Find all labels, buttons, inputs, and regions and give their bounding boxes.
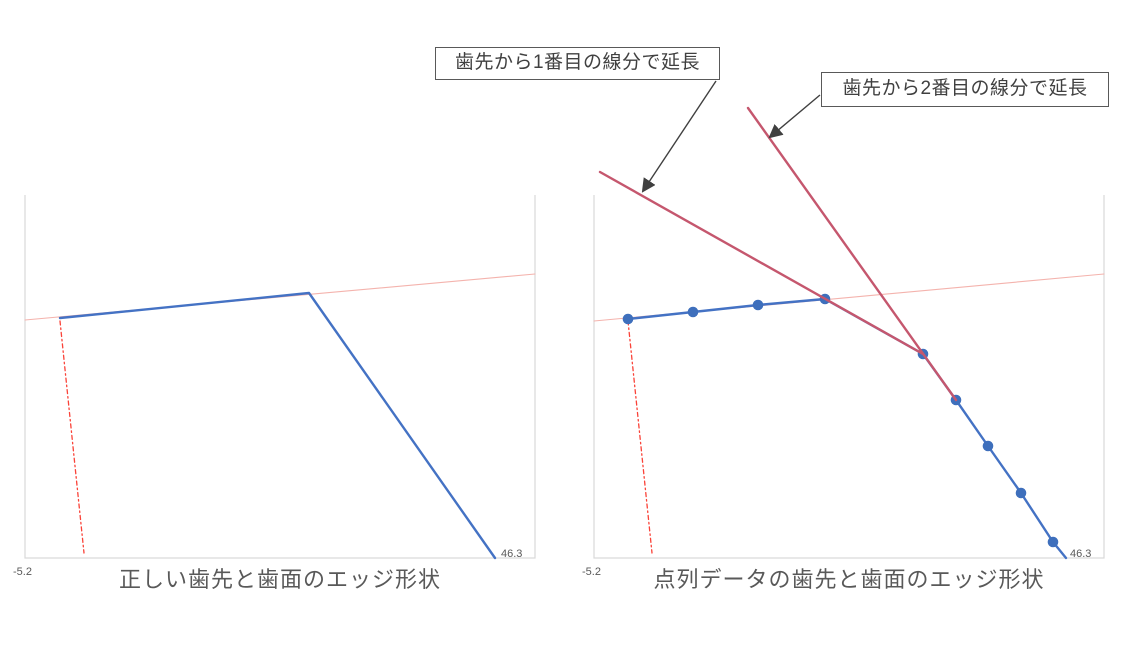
callout-second-segment: 歯先から2番目の線分で延長 xyxy=(821,72,1109,107)
point-sequence-edge-shape-edge-profile-points-marker xyxy=(1015,487,1027,499)
point-sequence-edge-shape-second-segment-extension xyxy=(746,106,958,402)
point-sequence-edge-shape-edge-profile-points-marker xyxy=(622,313,634,325)
plot-areas xyxy=(24,195,1105,559)
point-sequence-edge-shape-edge-profile-points-marker xyxy=(1047,536,1059,548)
callout-arrows xyxy=(641,80,821,193)
point-sequence-edge-shape-edge-profile-points-marker xyxy=(982,440,994,452)
point-sequence-edge-shape-first-segment-extension xyxy=(598,170,925,356)
x-axis-end-label-right: 46.3 xyxy=(1070,548,1092,560)
correct-edge-shape-edge-profile xyxy=(58,291,497,560)
point-sequence-edge-shape-edge-profile-points xyxy=(626,297,1068,560)
callout-first-segment: 歯先から1番目の線分で延長 xyxy=(435,47,720,80)
point-sequence-edge-shape-edge-profile-points-marker xyxy=(752,299,764,311)
correct-edge-shape-root-guide-line xyxy=(59,320,85,554)
point-sequence-edge-shape-plot-border xyxy=(593,195,1105,559)
point-sequence-edge-shape-root-guide-line xyxy=(627,320,653,554)
point-sequence-edge-shape-edge-profile-points-marker xyxy=(687,306,699,318)
x-axis-start-label-left: -5.2 xyxy=(13,566,32,578)
correct-edge-shape-plot-border xyxy=(24,195,536,559)
callout-arrow-2 xyxy=(768,94,821,139)
chart-title-point-sequence-edge: 点列データの歯先と歯面のエッジ形状 xyxy=(653,567,1045,592)
x-axis-end-label-left: 46.3 xyxy=(501,548,523,560)
callout-arrow-1 xyxy=(641,80,717,193)
x-axis-start-label-right: -5.2 xyxy=(582,566,601,578)
data-series xyxy=(24,106,1105,560)
chart-title-correct-edge: 正しい歯先と歯面のエッジ形状 xyxy=(118,567,441,592)
